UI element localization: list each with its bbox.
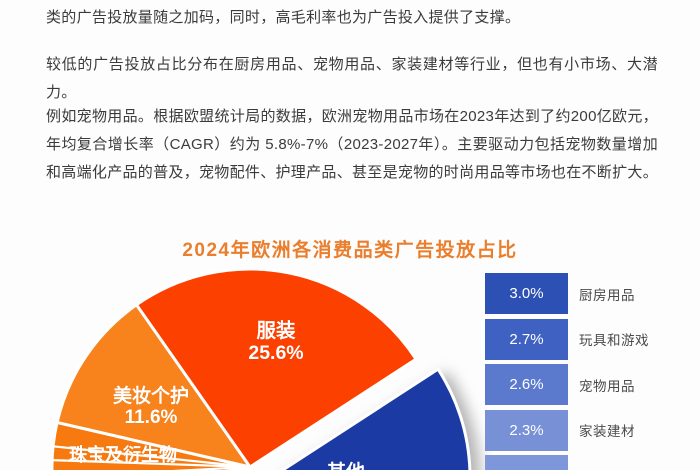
legend-pct-box: 2.6% [485, 364, 568, 405]
legend-label: 厨房用品 [579, 287, 635, 303]
legend-label: 电脑办公 [579, 466, 635, 470]
legend-row: 3.0% 厨房用品 [485, 273, 635, 314]
slice-name: 珠宝及衍生物 [69, 445, 177, 465]
slice-label-fuzhuang: 服装 25.6% [194, 320, 358, 364]
legend-pct-box: 2.3% [485, 409, 568, 451]
legend-label: 宠物用品 [579, 378, 635, 394]
legend-pct-box: 3.0% [485, 273, 568, 314]
pie-slice-small-and-jewelry [50, 420, 252, 470]
pie-slice-divider [52, 458, 251, 469]
legend-label: 玩具和游戏 [579, 333, 649, 348]
legend-label: 家装建材 [579, 424, 635, 439]
slice-pct: 25.6% [248, 342, 304, 364]
pie-slice-divider [171, 465, 251, 470]
slice-label-zhubao: 珠宝及衍生物 [38, 445, 208, 465]
pie-slice-qita [280, 367, 472, 470]
slice-name: 其他 [306, 462, 386, 470]
slice-pct: 11.6% [124, 407, 178, 428]
chart-legend: 3.0% 厨房用品 2.7% 玩具和游戏 2.6% 宠物用品 2.3% 家装建材 2.3% 电脑办… [485, 273, 700, 470]
slice-label-qita: 其他 [306, 462, 386, 470]
pie-slice-meizhuang [55, 303, 252, 469]
legend-row: 2.7% 玩具和游戏 [485, 318, 649, 360]
legend-row: 2.3% 电脑办公 [485, 455, 635, 470]
pie-slice-divider [52, 445, 251, 469]
slice-label-meizhuang: 美妆个护 11.6% [71, 386, 231, 428]
paragraph: 例如宠物用品。根据欧盟统计局的数据，欧洲宠物用品市场在2023年达到了约200亿… [46, 108, 659, 181]
slice-name: 美妆个护 [112, 386, 189, 407]
slice-name: 服装 [256, 320, 296, 342]
legend-row: 2.6% 宠物用品 [485, 364, 635, 405]
chart-title: 2024年欧洲各消费品类广告投放占比 [182, 240, 518, 261]
paragraph: 较低的广告投放占比分布在厨房用品、宠物用品、家装建材等行业，但也有小市场、大潜力… [46, 56, 658, 101]
legend-row: 2.3% 家装建材 [485, 409, 635, 451]
legend-pct-box: 2.7% [485, 318, 568, 360]
paragraph: 类的广告投放量随之加码，同时，高毛利率也为广告投入提供了支撑。 [46, 9, 521, 26]
legend-pct-box: 2.3% [485, 455, 568, 470]
pie-chart-graphic [50, 267, 472, 470]
pie-slice-fuzhuang [134, 267, 418, 469]
